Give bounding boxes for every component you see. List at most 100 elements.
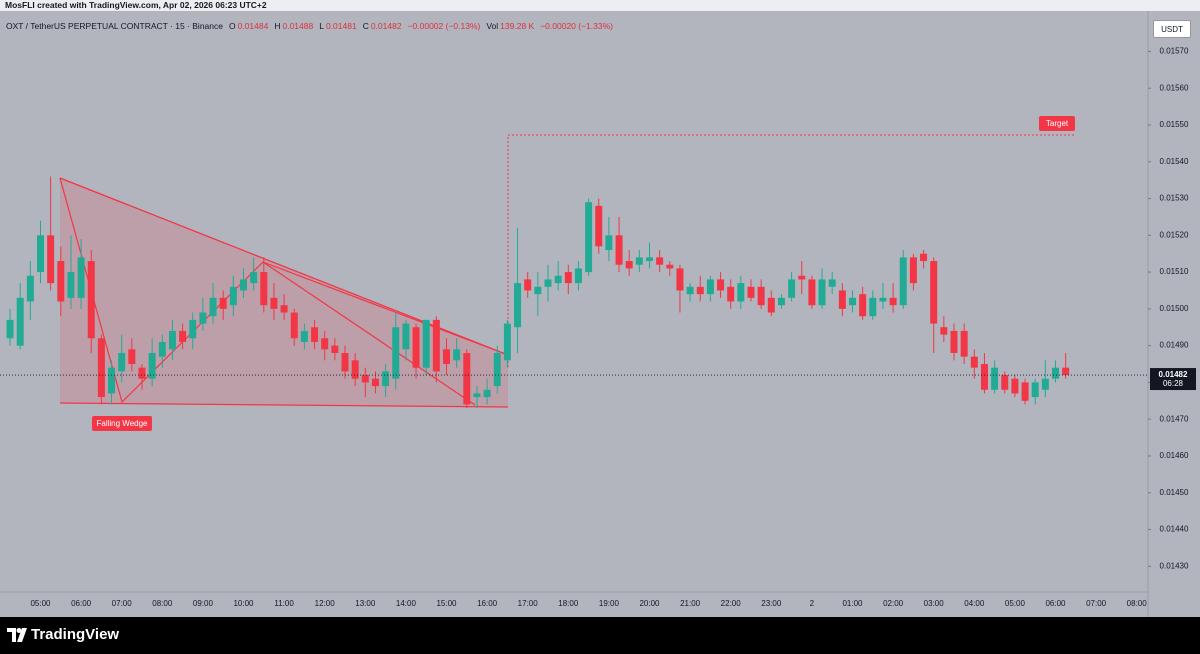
x-tick-label: 02:00 xyxy=(883,599,904,608)
candle-body xyxy=(991,367,999,390)
candle-body xyxy=(625,261,633,269)
footer: TradingView xyxy=(0,617,1200,654)
legend: OXT / TetherUS PERPETUAL CONTRACT · 15 ·… xyxy=(6,21,613,31)
candle-body xyxy=(47,235,55,284)
x-tick-label: 08:00 xyxy=(152,599,173,608)
candle-body xyxy=(138,367,146,379)
target-label-box xyxy=(1039,116,1075,131)
candle-body xyxy=(37,235,44,273)
candle-body xyxy=(706,279,714,295)
candle-body xyxy=(737,283,745,302)
change: −0.00002 (−0.13%) xyxy=(407,21,481,31)
candle-body xyxy=(422,319,430,368)
high-key: H xyxy=(274,21,281,31)
candle-body xyxy=(574,268,582,284)
candle-body xyxy=(514,283,522,328)
x-tick-label: 01:00 xyxy=(842,599,863,608)
x-tick-label: 06:00 xyxy=(71,599,92,608)
candle-body xyxy=(158,341,166,357)
x-tick-label: 07:00 xyxy=(112,599,133,608)
candle-body xyxy=(77,257,85,298)
y-tick-label: 0.01490 xyxy=(1160,341,1189,350)
candle-body xyxy=(899,257,907,306)
candle-body xyxy=(290,312,298,339)
x-tick-label: 09:00 xyxy=(193,599,214,608)
x-tick-label: 14:00 xyxy=(396,599,417,608)
last-price-label: 0.01482 xyxy=(1159,370,1188,379)
candle-body xyxy=(189,319,197,339)
candle-body xyxy=(635,257,643,265)
candle-body xyxy=(950,330,958,353)
target-line xyxy=(507,134,1075,367)
y-tick-label: 0.01530 xyxy=(1160,194,1189,203)
currency-button[interactable]: USDT xyxy=(1153,20,1191,38)
candle-body xyxy=(646,257,653,262)
candle-body xyxy=(331,345,339,353)
candle-body xyxy=(229,286,237,306)
candle-body xyxy=(859,294,867,317)
volume-value: 139.28 K xyxy=(500,21,535,31)
candle-body xyxy=(920,253,928,262)
candle-body xyxy=(108,367,116,394)
candle-body xyxy=(909,257,917,284)
open-key: O xyxy=(228,21,236,31)
x-tick-label: 05:00 xyxy=(30,599,51,608)
candle-body xyxy=(87,261,95,339)
symbol: OXT / TetherUS PERPETUAL CONTRACT · 15 ·… xyxy=(6,21,223,31)
y-tick-label: 0.01510 xyxy=(1160,267,1189,276)
last-price-box xyxy=(1150,368,1196,391)
axes: 0.01570 0.01560 0.01550 0.01540 0.01530 0.015… xyxy=(0,47,1196,608)
candle-body xyxy=(250,272,258,284)
open-value: 0.01484 xyxy=(237,21,269,31)
candle-body xyxy=(970,356,978,368)
candle-body xyxy=(828,279,836,287)
wedge-label: Falling Wedge xyxy=(97,419,149,428)
candle-body xyxy=(453,349,461,361)
x-tick-label: 05:00 xyxy=(1005,599,1026,608)
x-tick-label: 22:00 xyxy=(721,599,742,608)
candle-body xyxy=(696,286,704,295)
candle-body xyxy=(463,352,471,405)
candle-body xyxy=(382,371,390,387)
attribution: MosFLI created with TradingView.com, Apr… xyxy=(0,0,1200,11)
low-value: 0.01481 xyxy=(325,21,357,31)
x-tick-label: 11:00 xyxy=(274,599,294,608)
volume-change: −0.00020 (−1.33%) xyxy=(540,21,613,31)
candle-body xyxy=(148,352,156,379)
candle-body xyxy=(818,279,826,306)
x-tick-label: 15:00 xyxy=(436,599,457,608)
candle-body xyxy=(260,272,268,306)
candle-body xyxy=(361,375,369,383)
candle-body xyxy=(1062,367,1070,376)
candle-body xyxy=(1041,378,1049,390)
x-tick-label: 20:00 xyxy=(639,599,660,608)
candle-body xyxy=(1001,375,1009,390)
candle-body xyxy=(889,297,897,306)
x-tick-label: 06:00 xyxy=(1045,599,1066,608)
candle-body xyxy=(980,364,988,390)
x-tick-label: 04:00 xyxy=(964,599,985,608)
logo-icon xyxy=(7,628,27,642)
x-tick-label: 12:00 xyxy=(315,599,336,608)
candle-body xyxy=(788,279,796,298)
candle-body xyxy=(219,297,227,309)
volume-key: Vol xyxy=(486,21,499,31)
candle-body xyxy=(179,330,187,342)
x-tick-label: 21:00 xyxy=(680,599,701,608)
candle-body xyxy=(503,323,511,361)
candle-body xyxy=(473,393,481,398)
candle-body xyxy=(16,297,24,346)
target-label: Target xyxy=(1046,119,1069,128)
candle-body xyxy=(97,338,105,398)
candle-body xyxy=(1021,382,1029,401)
candle-body xyxy=(1011,378,1019,394)
close-value: 0.01482 xyxy=(370,21,402,31)
low-key: L xyxy=(319,21,324,31)
candle-body xyxy=(717,279,725,291)
x-tick-label: 03:00 xyxy=(924,599,945,608)
x-tick-label: 13:00 xyxy=(355,599,376,608)
y-tick-label: 0.01560 xyxy=(1160,83,1189,92)
candle-body xyxy=(879,297,887,302)
y-tick-label: 0.01550 xyxy=(1160,120,1189,129)
candle-body xyxy=(534,286,542,295)
